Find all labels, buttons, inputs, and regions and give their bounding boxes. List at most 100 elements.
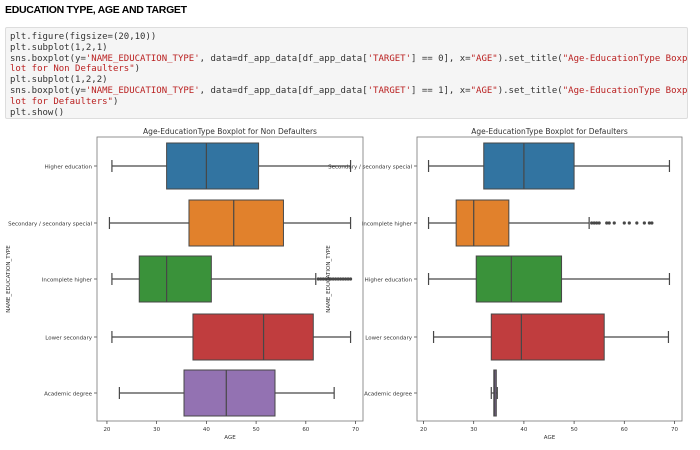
box xyxy=(455,199,510,247)
x-tick-label: 40 xyxy=(203,427,210,433)
x-axis-label: AGE xyxy=(224,435,236,441)
outlier-point xyxy=(319,277,323,281)
code-cell[interactable]: plt.figure(figsize=(20,10)) plt.subplot(1… xyxy=(5,27,688,119)
code-line: lot for Defaulters") xyxy=(10,97,683,108)
code-text: , data=df_app_data[df_app_data[ xyxy=(199,85,368,96)
box xyxy=(138,255,212,303)
code-string: 'NAME_EDUCATION_TYPE' xyxy=(85,85,200,96)
x-tick-label: 40 xyxy=(520,427,527,433)
code-line: sns.boxplot(y='NAME_EDUCATION_TYPE', dat… xyxy=(10,53,687,65)
outlier-point xyxy=(329,277,333,281)
outlier-point xyxy=(348,277,353,281)
outlier-point xyxy=(605,221,609,225)
x-tick-label: 30 xyxy=(153,427,160,433)
x-tick-label: 20 xyxy=(103,427,110,433)
code-string: "Age-EducationType Boxp xyxy=(562,53,688,64)
axes-frame xyxy=(96,136,364,422)
outlier-point xyxy=(336,277,340,281)
y-tick-label: Secondary / secondary special xyxy=(328,165,412,171)
code-line: plt.show() xyxy=(10,108,683,119)
code-string: "AGE" xyxy=(470,85,498,96)
x-tick-label: 60 xyxy=(302,427,309,433)
y-axis-label: NAME_EDUCATION_TYPE xyxy=(6,245,12,313)
outlier-point xyxy=(331,277,335,281)
x-tick-label: 60 xyxy=(621,427,628,433)
code-line: plt.subplot(1,2,1) xyxy=(10,43,683,54)
code-text: , data=df_app_data[df_app_data[ xyxy=(199,53,368,64)
chart-title: Age-EducationType Boxplot for Defaulters xyxy=(471,127,628,136)
outlier-point xyxy=(650,221,654,225)
code-string: lot for Defaulters" xyxy=(10,96,113,107)
box xyxy=(166,142,260,190)
x-axis-label: AGE xyxy=(544,435,556,441)
code-text: ) xyxy=(134,64,141,75)
outlier-point xyxy=(324,277,328,281)
outlier-point xyxy=(612,221,616,225)
outlier-point xyxy=(334,277,338,281)
code-text: ] == 0], x= xyxy=(411,53,471,64)
outlier-point xyxy=(326,277,330,281)
box xyxy=(188,199,284,247)
outlier-point xyxy=(316,277,320,281)
outlier-point xyxy=(597,221,601,225)
outlier-point xyxy=(635,221,639,225)
code-line: sns.boxplot(y='NAME_EDUCATION_TYPE', dat… xyxy=(10,85,687,97)
y-tick-label: Incomplete higher xyxy=(362,222,413,228)
code-text: ).set_title( xyxy=(497,53,563,64)
code-string: 'NAME_EDUCATION_TYPE' xyxy=(85,53,200,64)
y-tick-label: Higher education xyxy=(45,165,93,171)
x-tick-label: 50 xyxy=(253,427,260,433)
code-string: "Age-EducationType Boxp xyxy=(562,85,688,96)
outlier-point xyxy=(341,277,345,281)
y-tick-label: Incomplete higher xyxy=(42,278,93,284)
code-text: sns.boxplot(y= xyxy=(10,85,86,96)
x-tick-label: 70 xyxy=(352,427,359,433)
outlier-point xyxy=(595,221,599,225)
outlier-point xyxy=(346,277,350,281)
box xyxy=(183,369,276,417)
code-string: "AGE" xyxy=(470,53,498,64)
y-axis-label: NAME_EDUCATION_TYPE xyxy=(326,245,332,313)
outlier-point xyxy=(622,221,626,225)
outlier-point xyxy=(607,221,611,225)
code-text: ] == 1], x= xyxy=(411,85,471,96)
code-text: sns.boxplot(y= xyxy=(10,53,86,64)
box xyxy=(483,142,575,190)
box xyxy=(475,255,563,303)
box xyxy=(192,313,314,361)
x-tick-label: 50 xyxy=(571,427,578,433)
outlier-point xyxy=(642,221,646,225)
section-heading: EDUCATION TYPE, AGE AND TARGET xyxy=(5,4,187,16)
outlier-point xyxy=(647,221,651,225)
outlier-point xyxy=(321,277,325,281)
code-text: ).set_title( xyxy=(497,85,563,96)
code-text: plt.show() xyxy=(10,107,65,118)
y-tick-label: Higher education xyxy=(365,278,413,284)
x-tick-label: 20 xyxy=(420,427,427,433)
chart-title: Age-EducationType Boxplot for Non Defaul… xyxy=(143,127,317,136)
outlier-point xyxy=(592,221,596,225)
outlier-point xyxy=(590,221,594,225)
y-tick-label: Lower secondary xyxy=(45,336,92,342)
code-string: 'TARGET' xyxy=(367,53,411,64)
axes-frame xyxy=(416,136,683,422)
outlier-point xyxy=(339,277,343,281)
code-line: plt.subplot(1,2,2) xyxy=(10,75,683,86)
outlier-point xyxy=(343,277,348,281)
box xyxy=(490,313,605,361)
code-line: lot for Non Defaulters") xyxy=(10,64,683,75)
y-tick-label: Academic degree xyxy=(364,392,412,398)
code-text: plt.subplot(1,2,1) xyxy=(10,42,108,53)
code-text: ) xyxy=(112,96,119,107)
y-tick-label: Lower secondary xyxy=(365,336,412,342)
y-tick-label: Academic degree xyxy=(44,392,92,398)
code-string: 'TARGET' xyxy=(367,85,411,96)
y-tick-label: Secondary / secondary special xyxy=(8,222,92,228)
x-tick-label: 30 xyxy=(470,427,477,433)
boxplot-figure: Age-EducationType Boxplot for Non Defaul… xyxy=(6,127,683,441)
outlier-point xyxy=(627,221,631,225)
code-text: plt.subplot(1,2,2) xyxy=(10,75,108,86)
code-text: plt.figure(figsize=(20,10)) xyxy=(10,32,157,42)
code-line: plt.figure(figsize=(20,10)) xyxy=(10,32,683,43)
code-string: lot for Non Defaulters" xyxy=(10,64,135,75)
